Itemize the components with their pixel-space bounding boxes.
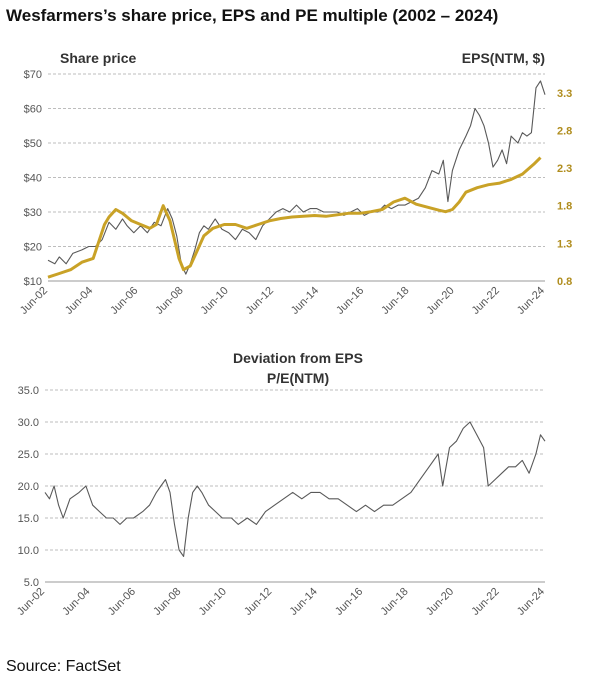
chart-main-title: Wesfarmers’s share price, EPS and PE mul… [6, 6, 499, 25]
top-left-tick-label: $60 [24, 104, 42, 116]
bottom-y-tick-label: 10.0 [18, 545, 39, 557]
bottom-y-axis-ticks: 35.0 30.0 25.0 20.0 15.0 10.0 5.0 [18, 385, 39, 589]
top-right-tick-label: 2.3 [557, 163, 572, 175]
top-x-tick-label: Jun-20 [424, 285, 456, 317]
pe-chart-subtitle: P/E(NTM) [267, 370, 329, 386]
pe-chart-title: Deviation from EPS [233, 350, 363, 366]
top-x-tick-label: Jun-22 [470, 285, 502, 317]
top-right-tick-label: 3.3 [557, 88, 572, 100]
bottom-y-tick-label: 5.0 [24, 577, 39, 589]
bottom-x-axis-ticks: Jun-02 Jun-04 Jun-06 Jun-08 Jun-10 Jun-12 Jun-… [15, 586, 547, 618]
top-left-axis-ticks: $70 $60 $50 $40 $30 $20 $10 [24, 69, 42, 288]
bottom-y-tick-label: 20.0 [18, 481, 39, 493]
top-x-tick-label: Jun-08 [153, 285, 185, 317]
bottom-x-tick-label: Jun-18 [378, 586, 410, 618]
top-x-tick-label: Jun-06 [108, 285, 140, 317]
bottom-x-tick-label: Jun-22 [469, 586, 501, 618]
bottom-y-tick-label: 25.0 [18, 449, 39, 461]
bottom-chart-gridlines [45, 389, 545, 583]
top-chart-series [47, 80, 546, 279]
bottom-x-tick-label: Jun-04 [60, 586, 92, 618]
bottom-x-tick-label: Jun-12 [242, 586, 274, 618]
eps-axis-label: EPS(NTM, $) [462, 50, 545, 66]
bottom-y-tick-label: 35.0 [18, 385, 39, 397]
top-left-tick-label: $10 [24, 276, 42, 288]
bottom-x-tick-label: Jun-14 [288, 586, 320, 618]
top-x-tick-label: Jun-10 [199, 285, 231, 317]
bottom-x-tick-label: Jun-10 [197, 586, 229, 618]
bottom-x-tick-label: Jun-24 [515, 586, 547, 618]
bottom-x-tick-label: Jun-02 [15, 586, 47, 618]
share-price-series-line [47, 80, 546, 275]
bottom-y-tick-label: 30.0 [18, 417, 39, 429]
top-right-tick-label: 2.8 [557, 125, 572, 137]
top-x-axis-ticks: Jun-02 Jun-04 Jun-06 Jun-08 Jun-10 Jun-12 Jun-… [18, 285, 547, 317]
top-left-tick-label: $20 [24, 242, 42, 254]
top-right-tick-label: 0.8 [557, 276, 572, 288]
bottom-x-tick-label: Jun-08 [151, 586, 183, 618]
share-price-axis-label: Share price [60, 50, 136, 66]
source-note: Source: FactSet [6, 658, 121, 675]
top-x-tick-label: Jun-14 [289, 285, 321, 317]
bottom-x-tick-label: Jun-16 [333, 586, 365, 618]
top-x-tick-label: Jun-02 [18, 285, 50, 317]
top-x-tick-label: Jun-12 [244, 285, 276, 317]
bottom-x-tick-label: Jun-06 [106, 586, 138, 618]
top-right-tick-label: 1.3 [557, 238, 572, 250]
top-right-tick-label: 1.8 [557, 201, 572, 213]
eps-series-line [47, 156, 542, 279]
top-x-tick-label: Jun-16 [334, 285, 366, 317]
top-right-axis-ticks: 3.3 2.8 2.3 1.8 1.3 0.8 [557, 88, 572, 288]
top-left-tick-label: $40 [24, 173, 42, 185]
top-left-tick-label: $50 [24, 138, 42, 150]
top-left-tick-label: $70 [24, 69, 42, 81]
bottom-y-tick-label: 15.0 [18, 513, 39, 525]
top-x-tick-label: Jun-04 [63, 285, 95, 317]
top-left-tick-label: $30 [24, 207, 42, 219]
pe-series-line [44, 421, 546, 557]
top-chart-gridlines [48, 73, 545, 282]
bottom-x-tick-label: Jun-20 [424, 586, 456, 618]
bottom-chart-series [44, 421, 546, 557]
top-x-tick-label: Jun-18 [379, 285, 411, 317]
top-x-tick-label: Jun-24 [515, 285, 547, 317]
